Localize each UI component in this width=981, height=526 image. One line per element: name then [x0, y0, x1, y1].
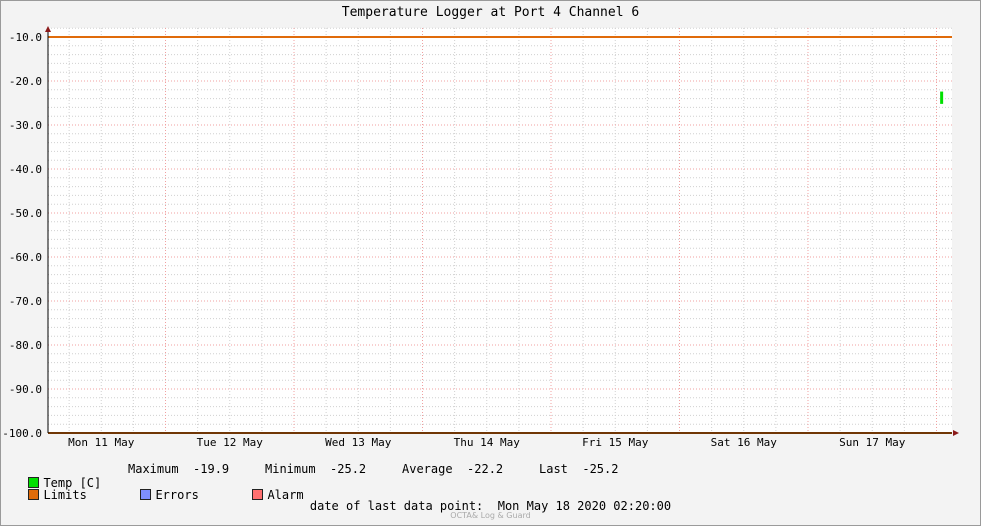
y-tick-label: -20.0: [9, 75, 42, 88]
legend-limits: Limits: [14, 474, 87, 502]
stat-minimum: Minimum -25.2: [265, 462, 366, 476]
x-tick-label: Thu 14 May: [454, 436, 521, 449]
y-tick-label: -10.0: [9, 31, 42, 44]
stat-last: Last -25.2: [539, 462, 618, 476]
last-data-point: date of last data point: Mon May 18 2020…: [309, 499, 672, 513]
x-tick-label: Sat 16 May: [711, 436, 778, 449]
legend-temp-label: Temp [C]: [43, 476, 102, 490]
legend-alarm-swatch: [252, 489, 264, 500]
y-tick-label: -90.0: [9, 383, 42, 396]
y-tick-label: -70.0: [9, 295, 42, 308]
y-tick-label: -80.0: [9, 339, 42, 352]
y-axis-arrow: [45, 26, 51, 32]
legend-limits-swatch: [28, 489, 40, 500]
stat-average-label: Average: [402, 462, 453, 476]
x-tick-label: Sun 17 May: [839, 436, 906, 449]
stat-maximum-value: -19.9: [193, 462, 230, 476]
stat-maximum-label: Maximum: [128, 462, 179, 476]
legend-errors-swatch: [140, 489, 152, 500]
stat-last-label: Last: [539, 462, 568, 476]
y-tick-label: -60.0: [9, 251, 42, 264]
x-tick-label: Tue 12 May: [197, 436, 264, 449]
legend-alarm-label: Alarm: [267, 488, 304, 502]
stat-average: Average -22.2: [402, 462, 503, 476]
stat-last-value: -25.2: [582, 462, 619, 476]
x-tick-label: Fri 15 May: [582, 436, 649, 449]
stat-average-value: -22.2: [467, 462, 504, 476]
stat-minimum-value: -25.2: [330, 462, 367, 476]
y-tick-label: -30.0: [9, 119, 42, 132]
legend-temp-swatch: [28, 477, 40, 488]
y-tick-label: -40.0: [9, 163, 42, 176]
chart-title: Temperature Logger at Port 4 Channel 6: [341, 5, 640, 20]
stat-maximum: Maximum -19.9: [128, 462, 229, 476]
y-tick-label: -50.0: [9, 207, 42, 220]
y-tick-label: -100.0: [2, 427, 42, 440]
legend-limits-label: Limits: [43, 488, 87, 502]
x-tick-label: Wed 13 May: [325, 436, 392, 449]
stat-minimum-label: Minimum: [265, 462, 316, 476]
legend-alarm: Alarm: [238, 474, 304, 502]
x-axis-arrow: [953, 430, 959, 436]
legend-errors: Errors: [126, 474, 199, 502]
x-tick-label: Mon 11 May: [68, 436, 135, 449]
credit: OCTA& Log & Guard: [450, 511, 531, 520]
legend-errors-label: Errors: [155, 488, 199, 502]
legend-temp: Temp [C]: [14, 462, 101, 490]
